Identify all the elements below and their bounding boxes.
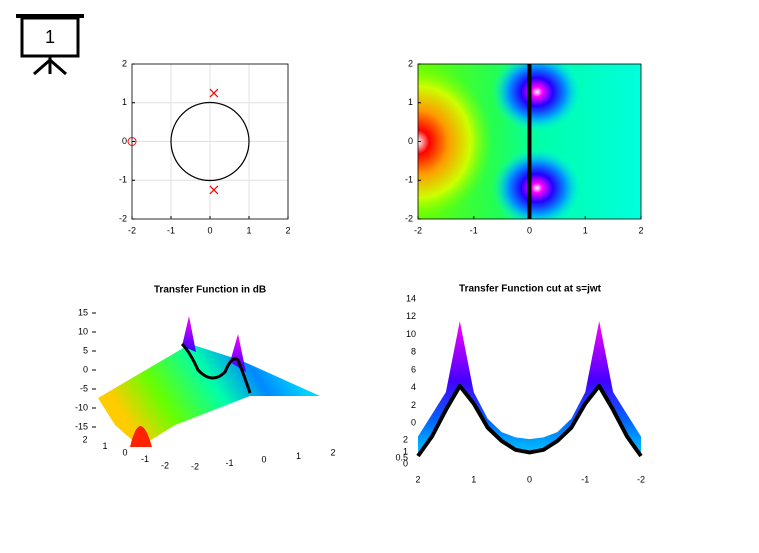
y-tick-label: 0 [411,418,416,428]
y-tick-label: -1 [119,175,127,185]
chart-title: Transfer Function cut at s=jwt [459,284,602,295]
y-tick-label: 12 [406,311,416,321]
y-tick-label: 2 [122,58,127,68]
y-tick-label: -1 [141,454,149,464]
z-tick-label: 0 [83,364,88,374]
x-tick-label: 0 [527,474,532,484]
y2-tick-label: 1 [403,446,408,456]
x-tick-label: -2 [128,225,136,235]
y-tick-label: 1 [102,441,107,451]
y-tick-label: -1 [405,175,413,185]
slide-number: 1 [45,27,55,47]
x-tick-label: 1 [246,225,251,235]
z-tick-label: -5 [80,383,88,393]
x-tick-label: -1 [167,225,175,235]
x-tick-label: 2 [330,447,335,457]
surface-plot [98,316,320,447]
pole-marker [209,185,219,195]
x-tick-label: -2 [637,474,645,484]
y-tick-label: 10 [406,329,416,339]
pole-marker [209,88,219,98]
y-tick-label: 0 [408,136,413,146]
y-tick-label: 8 [411,347,416,357]
heatmap-image [418,64,641,219]
y-tick-label: -2 [405,213,413,223]
z-tick-label: -15 [75,421,88,431]
x-tick-label: -1 [225,458,233,468]
y2-tick-label: 0 [403,458,408,468]
surface-area [418,321,641,457]
y-tick-label: 4 [411,382,416,392]
x-tick-label: -1 [581,474,589,484]
x-tick-label: 0 [207,225,212,235]
y-tick-label: 2 [82,434,87,444]
y-tick-label: 2 [408,58,413,68]
slide-icon [16,14,84,76]
y-tick-label: 1 [408,97,413,107]
y2-tick-label: 0.5 [395,452,408,462]
x-tick-label: 2 [415,474,420,484]
z-tick-label: 10 [78,326,88,336]
x-tick-label: 1 [296,451,301,461]
z-tick-label: -10 [75,402,88,412]
y-tick-label: -2 [161,460,169,470]
z-tick-label: 15 [78,307,88,317]
y-tick-label: 1 [122,97,127,107]
y-tick-label: -2 [119,213,127,223]
response-line [416,383,643,458]
y-tick-label: 0 [122,136,127,146]
unit-circle [170,101,250,182]
x-tick-label: -2 [414,225,422,235]
z-tick-label: 5 [83,345,88,355]
zero-marker [127,137,137,146]
chart-title: Transfer Function in dB [154,285,266,296]
y-tick-label: 2 [411,400,416,410]
x-tick-label: 1 [471,474,476,484]
x-tick-label: -1 [470,225,478,235]
x-tick-label: 2 [638,225,643,235]
y-tick-label: 6 [411,364,416,374]
y2-tick-label: 2 [403,434,408,444]
x-tick-label: 1 [583,225,588,235]
y-tick-label: 0 [122,447,127,457]
x-tick-label: -2 [191,461,199,471]
y-tick-label: 14 [406,293,416,303]
x-tick-label: 0 [261,454,266,464]
plot-frame [131,63,289,220]
x-tick-label: 2 [285,225,290,235]
x-tick-label: 0 [527,225,532,235]
